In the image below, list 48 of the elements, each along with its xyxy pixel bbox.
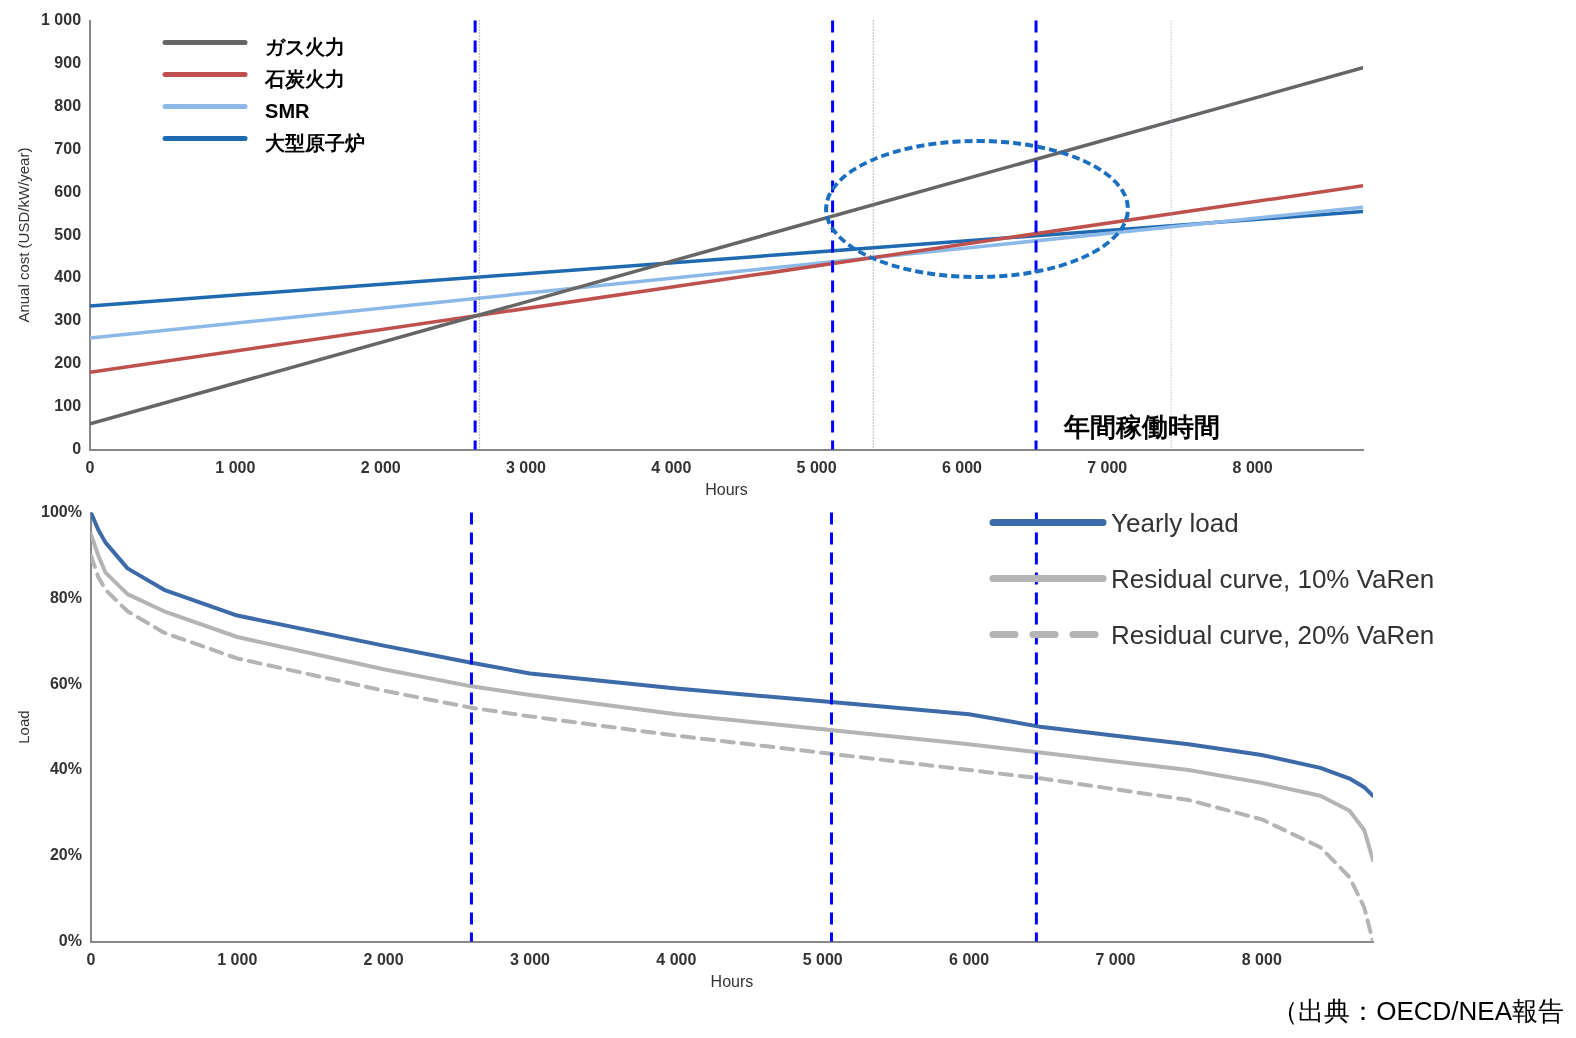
y-tick-label: 300 (54, 311, 82, 329)
y-tick-label: 80% (49, 588, 82, 606)
x-tick-label: 6 000 (949, 950, 990, 968)
y-tick-label: 20% (49, 846, 82, 864)
y-tick-label: 1 000 (40, 11, 82, 29)
x-tick-label: 1 000 (215, 458, 256, 476)
y-tick-label: 400 (54, 268, 82, 286)
y-tick-label: 100% (41, 503, 82, 521)
legend-label: Residual curve, 10% VaRen (1111, 563, 1435, 594)
y-axis-title: Anual cost (USD/kW/year) (15, 147, 33, 323)
y-tick-label: 60% (49, 674, 82, 692)
y-tick-label: 700 (54, 139, 82, 157)
y-tick-label: 900 (54, 53, 82, 71)
x-tick-label: 5 000 (802, 950, 843, 968)
x-axis-title: Hours (705, 480, 748, 498)
y-tick-label: 500 (54, 225, 82, 243)
legend-label: SMR (265, 100, 311, 123)
x-tick-label: 1 000 (217, 950, 258, 968)
legend-label: ガス火力 (265, 36, 346, 59)
y-tick-label: 600 (54, 182, 82, 200)
x-tick-label: 6 000 (941, 458, 983, 476)
x-tick-label: 2 000 (360, 458, 401, 476)
x-axis-title: Hours (710, 972, 754, 990)
x-tick-label: 3 000 (509, 950, 551, 968)
x-tick-label: 7 000 (1095, 950, 1136, 968)
y-tick-label: 40% (49, 760, 82, 778)
y-tick-label: 100 (54, 397, 82, 415)
legend-label: Yearly load (1111, 507, 1239, 538)
x-tick-label: 4 000 (656, 950, 697, 968)
x-tick-label: 8 000 (1232, 458, 1273, 476)
x-tick-label: 4 000 (651, 458, 692, 476)
x-tick-label: 3 000 (505, 458, 547, 476)
x-tick-label: 0 (86, 950, 96, 968)
legend-label: 石炭火力 (264, 68, 346, 91)
y-tick-label: 200 (54, 354, 82, 372)
text: （出典：OECD/NEA報告 (1272, 995, 1564, 1028)
x-tick-label: 7 000 (1087, 458, 1128, 476)
legend-label: Residual curve, 20% VaRen (1111, 619, 1435, 650)
x-tick-label: 8 000 (1241, 950, 1282, 968)
x-tick-label: 0 (85, 458, 95, 476)
x-tick-label: 5 000 (796, 458, 837, 476)
y-tick-label: 0 (72, 440, 82, 458)
y-axis-title: Load (15, 710, 33, 744)
legend-label: 大型原子炉 (265, 132, 366, 155)
y-tick-label: 0% (58, 932, 82, 950)
x-tick-label: 2 000 (363, 950, 404, 968)
annotation: 年間稼働時間 (1062, 411, 1220, 442)
y-tick-label: 800 (54, 96, 82, 114)
